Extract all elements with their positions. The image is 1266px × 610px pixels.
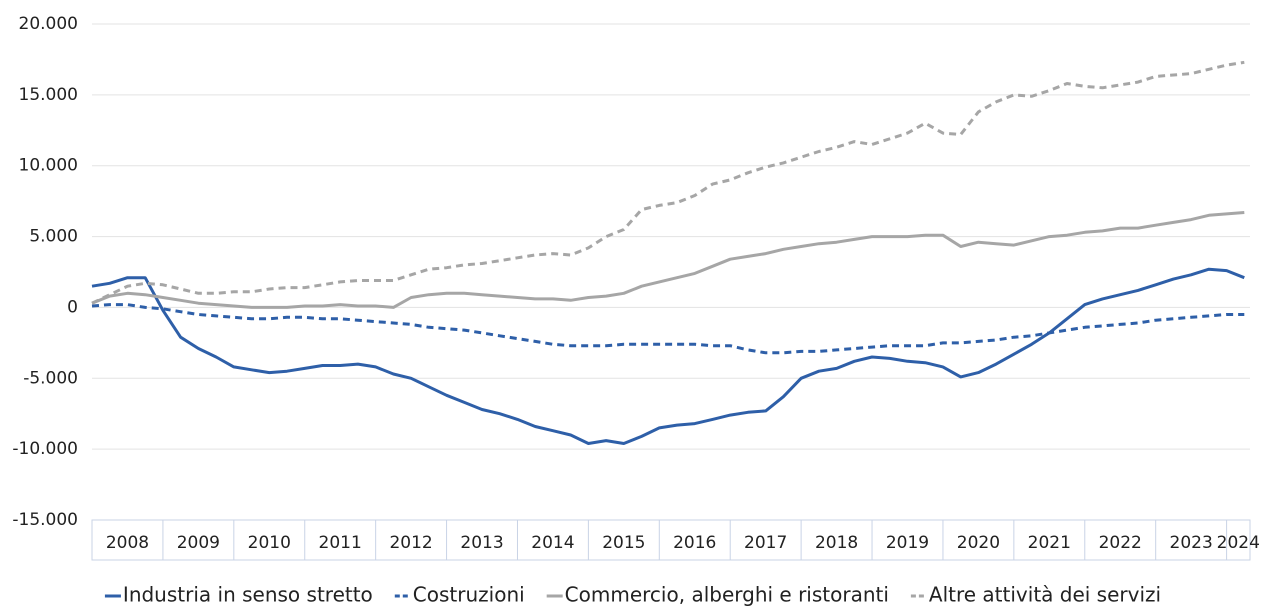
x-tick-label: 2012 [389, 533, 432, 553]
x-tick-label: 2019 [886, 533, 929, 553]
y-tick-label: 10.000 [19, 156, 78, 176]
x-tick-label: 2017 [744, 533, 787, 553]
x-tick-label: 2023 [1170, 533, 1213, 553]
legend: Industria in senso stretto Costruzioni Com… [104, 583, 1161, 607]
series-line [91, 267, 1245, 445]
legend-label: Industria in senso stretto [123, 583, 373, 607]
series-line [91, 211, 1245, 309]
x-tick-label: 2018 [815, 533, 858, 553]
x-tick-label: 2008 [106, 533, 149, 553]
series-line [91, 303, 1245, 355]
y-tick-label: 5.000 [29, 227, 78, 247]
x-tick-label: 2014 [531, 533, 574, 553]
x-tick-label: 2015 [602, 533, 645, 553]
x-tick-label: 2022 [1099, 533, 1142, 553]
x-tick-label: 2016 [673, 533, 716, 553]
legend-label: Commercio, alberghi e ristoranti [565, 583, 889, 607]
y-tick-label: -5.000 [23, 368, 78, 388]
x-tick-label: 2021 [1028, 533, 1071, 553]
y-tick-label: 20.000 [19, 14, 78, 34]
y-tick-label: -15.000 [12, 510, 78, 530]
y-tick-label: 15.000 [19, 85, 78, 105]
x-tick-label: 2020 [957, 533, 1000, 553]
x-tick-label: 2009 [177, 533, 220, 553]
x-tick-label: 2024 [1217, 533, 1260, 553]
series-line [91, 60, 1245, 305]
x-tick-label: 2011 [319, 533, 362, 553]
legend-label: Altre attività dei servizi [929, 583, 1161, 607]
y-tick-label: 0 [67, 297, 78, 317]
y-tick-label: -10.000 [12, 439, 78, 459]
legend-label: Costruzioni [413, 583, 525, 607]
x-tick-label: 2010 [248, 533, 291, 553]
x-tick-label: 2013 [460, 533, 503, 553]
